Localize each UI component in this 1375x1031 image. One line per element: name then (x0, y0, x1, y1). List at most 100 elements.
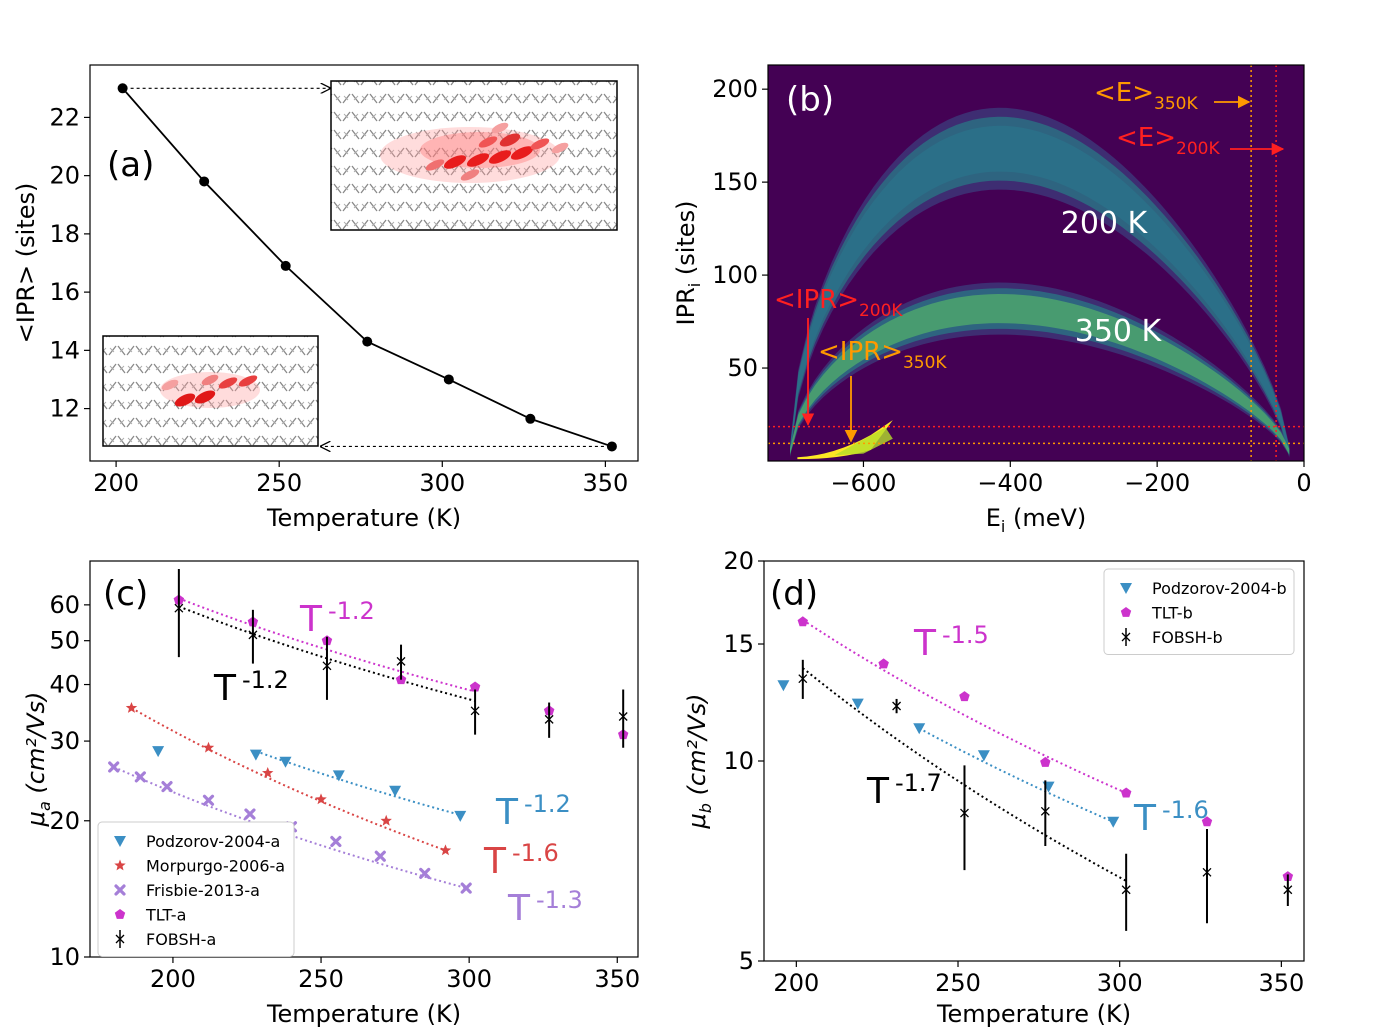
b-ytick-label: 200 (712, 75, 758, 103)
panel-label-b: (b) (786, 80, 834, 120)
c-fit-label: T -1.2 (299, 597, 375, 640)
b-ytick-label: 50 (727, 354, 758, 382)
d-point-tlt-b (1201, 816, 1213, 827)
c-legend-marker (114, 884, 126, 896)
density-350k-band (790, 294, 1290, 455)
c-point-frisbie-2013-a (244, 808, 256, 820)
label-200k: 200 K (1061, 206, 1149, 241)
b-xtick-label: 0 (1296, 469, 1311, 497)
c-point-frisbie-2013-a (108, 761, 120, 773)
c-point-fobsh-a (248, 630, 258, 640)
c-point-fobsh-a (470, 706, 480, 716)
a-ytick-label: 20 (49, 162, 80, 190)
c-point-morpurgo-2006-a (125, 702, 138, 713)
c-point-podzorov-2004-a (249, 749, 262, 761)
c-point-fobsh-a (396, 656, 406, 666)
ipr-point (443, 374, 454, 385)
c-legend-marker (114, 859, 126, 871)
label-ipr-350k: <IPR>350K (818, 337, 947, 373)
c-ytick-label: 10 (49, 943, 80, 971)
b-xtick-label: −400 (977, 469, 1043, 497)
y-axis-label-c: μa (cm²/Vs) (22, 692, 54, 828)
c-fit-label: T -1.3 (507, 886, 583, 929)
c-point-fobsh-a (322, 661, 332, 671)
d-ytick-label: 10 (723, 747, 754, 775)
legend-d: Podzorov-2004-b TLT-b FOBSH-b (1103, 568, 1295, 655)
d-point-fobsh-b (892, 701, 902, 711)
d-xtick-label: 250 (935, 969, 981, 997)
d-fit-label: T -1.5 (913, 621, 989, 664)
ipr-point (117, 83, 128, 94)
c-legend-marker (115, 934, 125, 944)
d-point-podzorov-2004-b (913, 723, 926, 735)
c-legend-marker (114, 909, 126, 919)
c-point-podzorov-2004-a (332, 770, 345, 782)
c-point-frisbie-2013-a (161, 780, 173, 793)
c-point-fobsh-a (544, 714, 554, 724)
c-legend-label: FOBSH-a (146, 930, 216, 949)
d-point-tlt-b (878, 658, 889, 669)
panel-b: −600 −400 −200 0 50 100 150 200 200 K 350 K <IPR>… (672, 64, 1312, 536)
d-point-fobsh-b (1283, 885, 1293, 895)
c-point-frisbie-2013-a (460, 882, 472, 894)
legend-c: Podzorov-2004-a Morpurgo-2006-a Frisbie-20… (97, 821, 295, 957)
heatmap-density (790, 107, 1290, 460)
ipr-point (525, 413, 536, 424)
c-point-morpurgo-2006-a (439, 844, 452, 856)
d-point-tlt-b (1040, 756, 1051, 767)
c-ytick-label: 40 (49, 671, 80, 699)
d-xtick-label: 300 (1097, 969, 1143, 997)
d-point-fobsh-b (1121, 885, 1131, 895)
panel-a: 200 250 300 350 12 14 16 18 20 22 (a) Temperature… (12, 64, 639, 532)
c-fit-label: T -1.2 (213, 666, 289, 709)
axes-d-ticks: 200 250 300 350 5 10 15 20 (723, 547, 1304, 997)
panel-label-c: (c) (103, 574, 148, 614)
inset-350k-polaron (160, 372, 260, 408)
c-point-podzorov-2004-a (454, 810, 467, 822)
c-ytick-label: 30 (49, 727, 80, 755)
c-point-frisbie-2013-a (202, 794, 215, 806)
inset-200k-polaron (380, 122, 569, 183)
c-legend-frame (97, 821, 295, 957)
c-point-fobsh-a (174, 603, 184, 613)
density-200k-band (790, 116, 1290, 457)
a-xtick-label: 300 (419, 469, 465, 497)
d-fit-label: T -1.7 (866, 769, 942, 812)
c-point-frisbie-2013-a (134, 771, 146, 783)
x-axis-label-b: Ei (meV) (986, 504, 1087, 536)
b-ytick-label: 100 (712, 261, 758, 289)
d-legend-frame (1103, 568, 1295, 655)
c-legend-label: TLT-a (145, 906, 186, 925)
a-xtick-label: 200 (93, 469, 139, 497)
c-point-frisbie-2013-a (419, 867, 431, 880)
d-legend-marker (1120, 607, 1132, 617)
polaron-insets (102, 80, 618, 447)
a-xtick-label: 250 (256, 469, 302, 497)
c-ytick-label: 50 (49, 627, 80, 655)
axes-c-frame (89, 560, 639, 958)
c-point-frisbie-2013-a (330, 835, 342, 848)
b-ytick-label: 150 (712, 168, 758, 196)
c-xtick-label: 250 (298, 965, 344, 993)
a-ytick-label: 14 (49, 336, 80, 364)
panel-label-a: (a) (107, 145, 154, 185)
label-350k: 350 K (1075, 314, 1163, 349)
d-legend-marker (1120, 583, 1132, 594)
axes-c-ticks: 200 250 300 350 10 20 30 40 50 60 (49, 591, 640, 993)
d-point-tlt-b (797, 616, 808, 627)
ipr-point (362, 336, 373, 347)
ipr-point (199, 176, 210, 187)
fit-lines-d (802, 619, 1127, 882)
c-fit-line (131, 707, 446, 852)
fit-labels-c: T -1.2T -1.2T -1.2T -1.6T -1.3 (213, 597, 583, 929)
b-xtick-label: −600 (830, 469, 896, 497)
axes-a-ticks: 200 250 300 350 12 14 16 18 20 22 (49, 103, 628, 497)
c-legend-label: Frisbie-2013-a (146, 881, 260, 900)
c-legend-marker (114, 836, 126, 847)
c-point-tlt-a (469, 681, 481, 692)
c-point-podzorov-2004-a (279, 756, 292, 768)
c-legend-label: Morpurgo-2006-a (146, 857, 285, 876)
d-point-podzorov-2004-b (977, 750, 990, 762)
